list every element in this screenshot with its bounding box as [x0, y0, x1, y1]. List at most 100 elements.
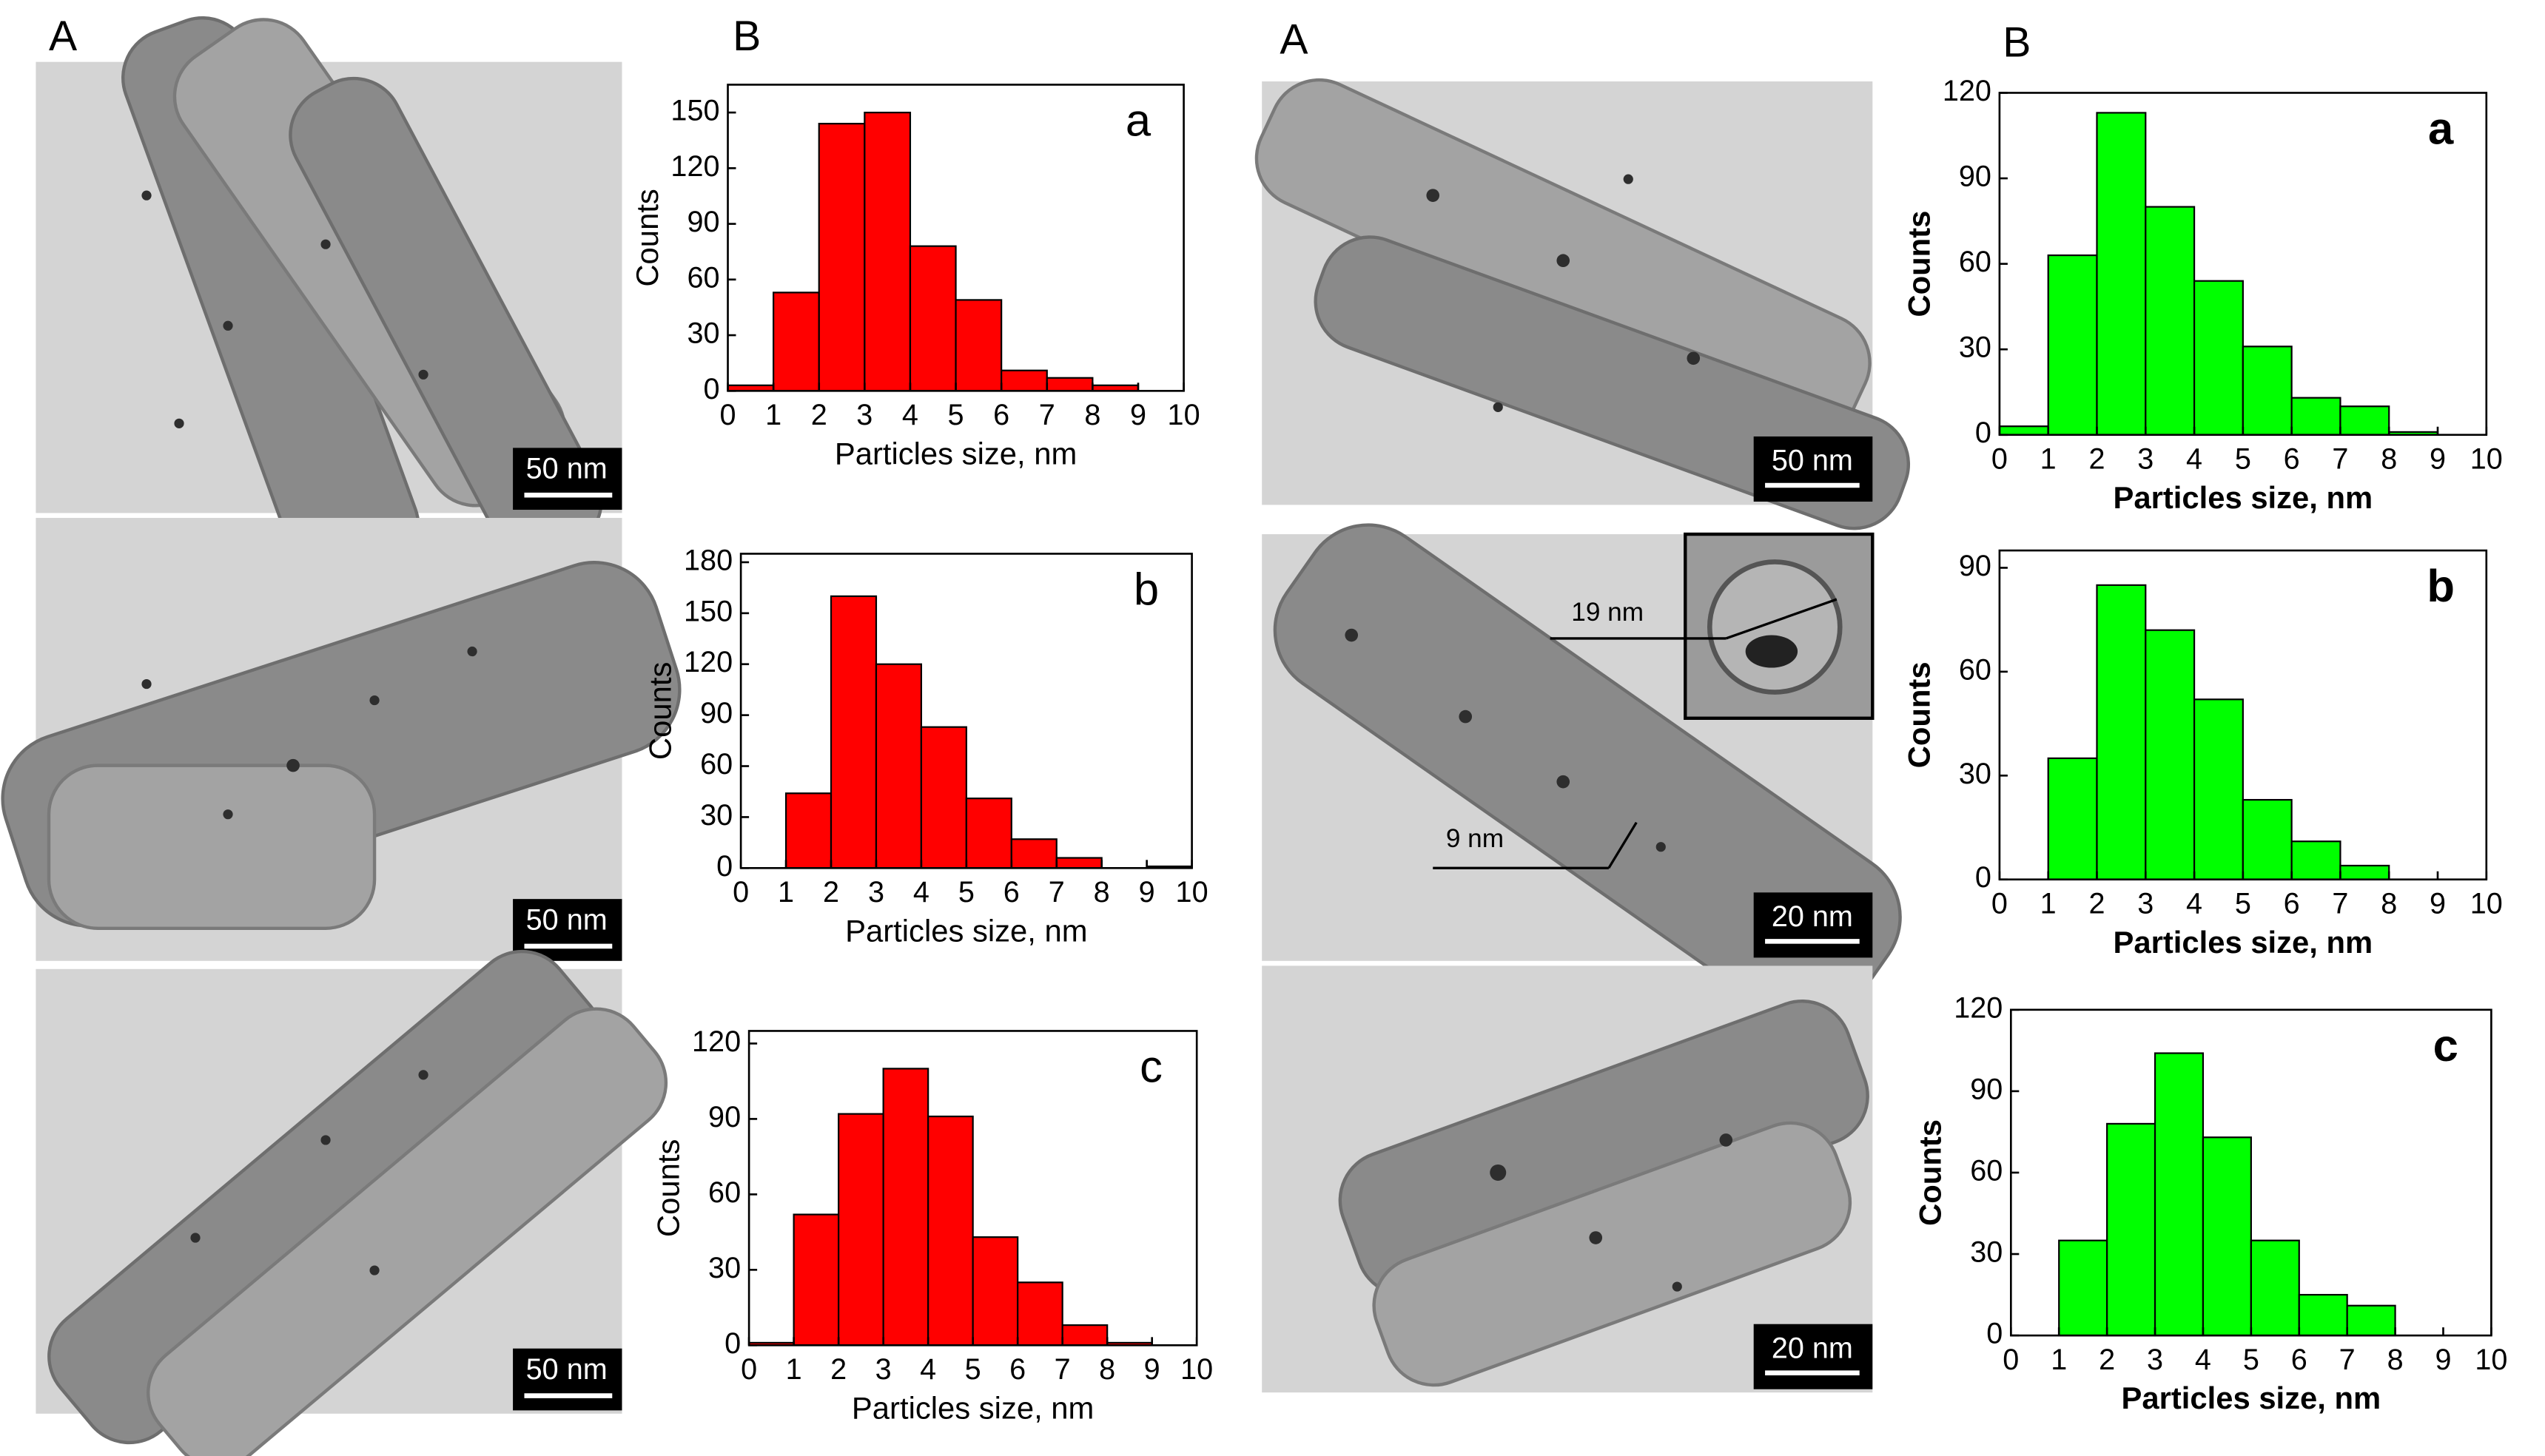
x-tick-label: 3 — [2137, 887, 2154, 920]
y-tick-label: 120 — [1943, 75, 1991, 107]
x-tick-label: 9 — [2435, 1344, 2451, 1376]
x-tick-label: 1 — [765, 399, 781, 431]
x-tick-label: 5 — [958, 876, 975, 909]
bar — [1061, 1324, 1109, 1347]
x-axis-label: Particles size, nm — [2121, 1381, 2381, 1415]
x-tick-label: 10 — [1176, 876, 1208, 909]
x-tick-label: 2 — [811, 399, 827, 431]
x-tick-label: 0 — [741, 1353, 757, 1386]
x-tick-label: 7 — [2339, 1344, 2356, 1376]
panel-letter: a — [1126, 95, 1152, 146]
panel-letter: c — [1140, 1042, 1163, 1093]
y-tick-label: 30 — [687, 317, 719, 350]
x-axis-label: Particles size, nm — [845, 913, 1087, 948]
y-tick-label: 120 — [692, 1025, 741, 1058]
bar — [1046, 377, 1094, 392]
y-tick-label: 90 — [700, 697, 733, 729]
scale-bar-label: 20 nm — [1772, 1332, 1853, 1364]
x-tick-label: 2 — [830, 1353, 847, 1386]
x-tick-label: 1 — [786, 1353, 802, 1386]
x-tick-label: 9 — [1144, 1353, 1160, 1386]
bar — [2339, 864, 2390, 880]
bar — [909, 245, 957, 392]
bar — [2290, 840, 2341, 880]
bar — [955, 299, 1003, 392]
tem-image: 50 nm — [1, 518, 682, 961]
panel-label: B — [733, 13, 761, 60]
x-tick-label: 7 — [1039, 399, 1055, 431]
bar — [2096, 584, 2147, 880]
x-axis-label: Particles size, nm — [2113, 480, 2373, 515]
y-tick-label: 120 — [1954, 991, 2003, 1024]
x-tick-label: 7 — [1055, 1353, 1071, 1386]
x-tick-label: 8 — [2381, 887, 2397, 920]
x-tick-label: 4 — [913, 876, 929, 909]
bar — [2145, 629, 2196, 880]
x-tick-label: 0 — [1991, 442, 2008, 475]
bar — [2298, 1293, 2348, 1337]
bar — [2096, 112, 2147, 436]
x-tick-label: 5 — [2235, 442, 2251, 475]
bar — [2290, 397, 2341, 436]
x-tick-label: 2 — [823, 876, 839, 909]
x-tick-label: 2 — [2099, 1344, 2115, 1376]
bar — [2339, 405, 2390, 436]
x-tick-label: 8 — [1084, 399, 1100, 431]
y-axis-label: Counts — [651, 1139, 686, 1237]
x-tick-label: 5 — [2235, 887, 2251, 920]
bar — [2058, 1239, 2108, 1337]
panel-label: A — [49, 13, 78, 60]
bar — [864, 111, 912, 392]
x-tick-label: 6 — [2291, 1344, 2307, 1376]
bar — [2242, 798, 2293, 880]
x-tick-label: 10 — [2470, 442, 2503, 475]
tem-image: 50 nm — [1254, 78, 1911, 530]
scale-bar-label: 50 nm — [526, 1353, 608, 1386]
y-axis-label: Counts — [643, 662, 678, 760]
tem-image: 19 nm 9 nm 20 nm — [1262, 523, 1902, 1024]
x-tick-label: 7 — [2332, 442, 2348, 475]
y-tick-label: 0 — [1975, 861, 1991, 894]
scale-bar-label: 20 nm — [1772, 900, 1853, 933]
bar — [1055, 857, 1103, 869]
y-tick-label: 120 — [684, 646, 733, 678]
x-tick-label: 9 — [2430, 887, 2446, 920]
x-tick-label: 4 — [2186, 887, 2202, 920]
bar — [1001, 369, 1048, 392]
y-tick-label: 150 — [670, 95, 719, 127]
bar — [2250, 1239, 2300, 1337]
y-tick-label: 60 — [700, 748, 733, 781]
y-tick-label: 90 — [1959, 550, 1991, 582]
x-tick-label: 0 — [1991, 887, 2008, 920]
bar — [1998, 425, 2049, 436]
y-tick-label: 60 — [1959, 653, 1991, 686]
y-tick-label: 90 — [1959, 161, 1991, 193]
bar — [972, 1236, 1019, 1347]
y-tick-label: 60 — [1970, 1154, 2003, 1187]
y-axis-label: Counts — [1913, 1119, 1948, 1226]
scale-bar-label: 50 nm — [526, 453, 608, 485]
x-tick-label: 7 — [2332, 887, 2348, 920]
scale-bar-label: 50 nm — [526, 903, 608, 936]
x-tick-label: 9 — [1139, 876, 1155, 909]
x-tick-label: 1 — [2040, 442, 2057, 475]
bar — [818, 123, 866, 392]
x-tick-label: 8 — [1094, 876, 1110, 909]
x-tick-label: 4 — [920, 1353, 936, 1386]
bar — [2346, 1304, 2396, 1337]
x-tick-label: 4 — [902, 399, 918, 431]
y-tick-label: 180 — [684, 544, 733, 576]
y-tick-label: 150 — [684, 595, 733, 627]
y-tick-label: 30 — [700, 799, 733, 832]
bar — [2242, 346, 2293, 436]
x-tick-label: 9 — [2430, 442, 2446, 475]
x-axis-label: Particles size, nm — [835, 436, 1077, 471]
bar — [784, 792, 833, 869]
bar — [2193, 698, 2244, 880]
